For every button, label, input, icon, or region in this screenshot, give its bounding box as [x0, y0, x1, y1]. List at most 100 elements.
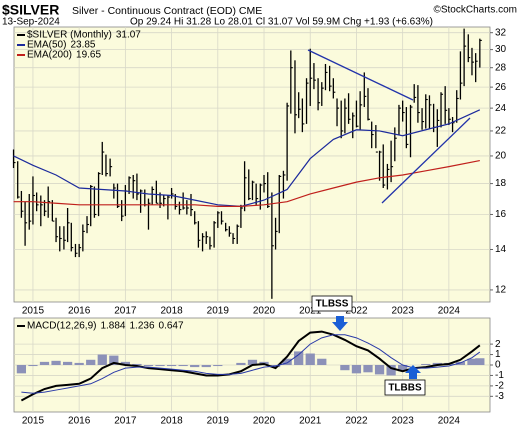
x-tick-label: 2018 [160, 416, 183, 427]
histogram-bar [39, 361, 50, 365]
x-tick-label: 2017 [114, 416, 137, 427]
chart-subtitle: Silver - Continuous Contract (EOD) CME [72, 5, 262, 17]
annotation-arrow [405, 365, 421, 379]
trendline [307, 49, 414, 101]
legend-label: $SILVER (Monthly) [27, 30, 112, 41]
y-tick-label: 26 [495, 82, 507, 93]
y-tick-label: 18 [495, 178, 507, 189]
x-tick-label: 2023 [392, 416, 415, 427]
annotation-box [311, 295, 353, 312]
histogram-bar [294, 351, 304, 365]
histogram-bar [143, 365, 154, 367]
y-tick-label: 30 [495, 44, 507, 55]
annotation-arrow [332, 316, 348, 331]
histogram-bar [363, 365, 373, 373]
x-tick-label: 2020 [253, 416, 276, 427]
histogram-bar [317, 358, 327, 365]
histogram-bar [155, 365, 165, 367]
annotation-text: TLBBS [388, 383, 422, 394]
x-tick-label: 2019 [207, 416, 230, 427]
x-tick-label: 2016 [68, 416, 91, 427]
histogram-bar [178, 365, 188, 367]
histogram-bar [28, 365, 38, 367]
legend-label: MACD(12,26,9) [27, 321, 96, 332]
plot-layer: 2015 2016 2017 2018 2019 2020 2021 2022 2023 2024… [12, 26, 507, 427]
legend-label: EMA(200) [27, 50, 72, 61]
y-tick-label: 32 [495, 27, 507, 38]
x-tick-label: 2020 [253, 306, 276, 317]
y-tick-label: 22 [495, 126, 507, 137]
histogram-bar [74, 362, 84, 365]
y-tick-label: -1 [495, 370, 504, 381]
quote: Op 29.24 Hi 31.28 Lo 28.01 Cl 31.07 Vol … [130, 17, 433, 28]
histogram-bar [62, 361, 73, 365]
histogram-bar [421, 363, 431, 365]
macd-line [20, 330, 481, 402]
trendline [381, 117, 471, 204]
annotation: TLBSS [311, 295, 353, 331]
macd-line [21, 334, 481, 394]
chart-title: $SILVER [2, 2, 59, 18]
histogram-bar [305, 353, 315, 365]
histogram-bar [190, 365, 200, 368]
y-tick-label: 2 [495, 339, 501, 350]
histogram-bar [213, 365, 223, 367]
histogram-bar [398, 365, 408, 372]
x-tick-label: 2021 [299, 306, 322, 317]
y-tick-label: 20 [495, 151, 507, 162]
histogram-bar [201, 365, 211, 368]
legend-label: EMA(50) [27, 40, 66, 51]
histogram-bar [455, 361, 466, 365]
histogram-bar [467, 358, 477, 365]
histogram-bar [51, 360, 61, 365]
x-tick-label: 2023 [392, 306, 415, 317]
plot-area [12, 27, 490, 302]
legend-value: 19.65 [76, 50, 101, 61]
x-tick-label: 2024 [438, 416, 461, 427]
histogram-bar [374, 365, 385, 375]
x-tick-label: 2022 [345, 306, 368, 317]
y-tick-label: 0 [495, 360, 501, 371]
y-tick-label: 12 [495, 285, 507, 296]
legend-value: 1.236 [130, 321, 155, 332]
legend-value: 23.85 [70, 40, 95, 51]
y-tick-label: 14 [495, 244, 507, 255]
annotation: TLBBS [384, 365, 426, 396]
annotation-box [384, 379, 426, 396]
x-tick-label: 2015 [22, 416, 45, 427]
annotation-text: TLBSS [316, 299, 349, 310]
source: ©StockCharts.com [433, 5, 517, 16]
y-tick-label: -2 [495, 381, 504, 392]
histogram-bar [475, 358, 485, 365]
legend-value: 1.884 [100, 321, 125, 332]
histogram-bar [236, 362, 246, 365]
histogram-bar [282, 358, 292, 365]
histogram-bar [16, 365, 27, 374]
plot-background [13, 26, 491, 303]
y-tick-label: 24 [495, 103, 507, 114]
histogram-bar [386, 365, 396, 376]
y-tick-label: -3 [495, 391, 504, 402]
x-tick-label: 2016 [68, 306, 91, 317]
ema-line [13, 159, 480, 207]
x-tick-label: 2017 [114, 306, 137, 317]
histogram-bar [432, 362, 442, 365]
histogram-bar [109, 355, 119, 365]
y-tick-label: 28 [495, 62, 507, 73]
legend-value: 31.07 [116, 30, 141, 41]
x-tick-label: 2022 [345, 416, 368, 427]
histogram-bar [86, 359, 96, 365]
x-tick-label: 2018 [160, 306, 183, 317]
histogram-bar [340, 365, 350, 371]
histogram-bar [351, 365, 362, 374]
y-tick-label: 16 [495, 209, 507, 220]
histogram-bar [166, 365, 177, 367]
histogram-bar [247, 359, 258, 365]
histogram-bar [97, 354, 107, 365]
histogram-bar [132, 363, 142, 365]
x-tick-label: 2015 [22, 306, 45, 317]
trendlines [307, 49, 471, 204]
histogram-bar [120, 361, 130, 365]
legend-value: 0.647 [159, 321, 184, 332]
x-tick-label: 2019 [207, 306, 230, 317]
